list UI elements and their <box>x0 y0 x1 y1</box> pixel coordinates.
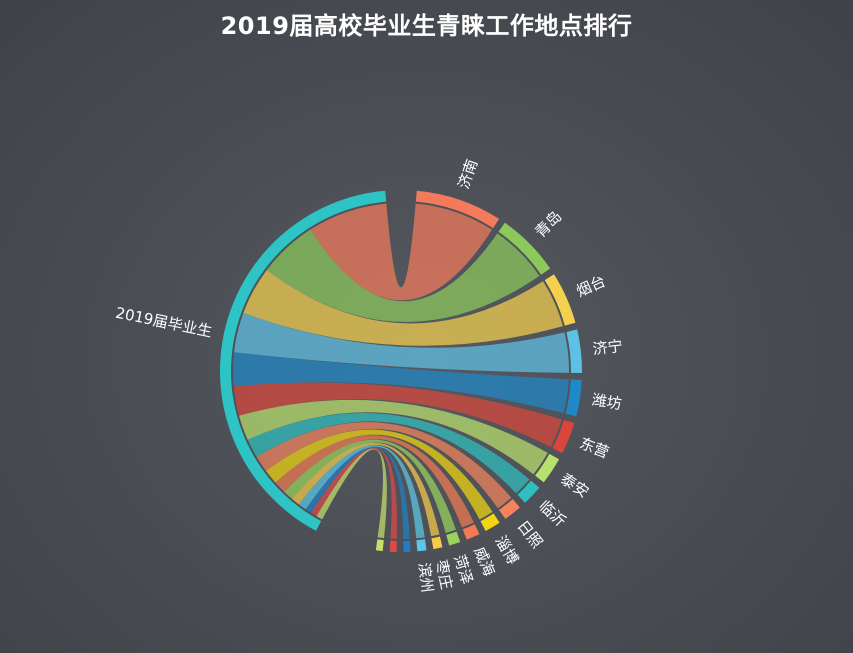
arc-target-4 <box>565 379 582 417</box>
ribbon-12 <box>292 442 440 537</box>
ribbon-3 <box>234 312 569 373</box>
ribbon-0 <box>310 203 493 301</box>
arc-target-11 <box>446 531 461 546</box>
label-target-4: 潍坊 <box>591 391 623 413</box>
chart-title: 2019届高校毕业生青睐工作地点排行 <box>220 12 633 40</box>
arc-target-0 <box>415 190 500 229</box>
label-target-6: 泰安 <box>557 470 592 502</box>
ribbon-9 <box>266 429 493 520</box>
ribbon-16 <box>316 448 387 539</box>
arc-target-10 <box>462 524 480 540</box>
arc-target-2 <box>544 274 576 326</box>
label-target-12: 枣庄 <box>432 558 456 591</box>
arc-target-5 <box>552 419 575 454</box>
label-source: 2019届毕业生 <box>114 304 214 341</box>
ribbon-layer <box>232 203 569 539</box>
arc-target-6 <box>535 453 560 483</box>
label-target-1: 青岛 <box>531 207 565 241</box>
ribbon-1 <box>266 229 540 322</box>
ribbon-5 <box>233 382 562 448</box>
arc-target-7 <box>517 480 540 503</box>
arc-target-3 <box>566 329 583 373</box>
arc-target-13 <box>416 539 427 552</box>
ribbon-11 <box>284 439 456 533</box>
ribbon-8 <box>256 422 512 509</box>
arc-target-1 <box>498 222 551 275</box>
label-target-5: 东营 <box>577 434 612 462</box>
label-target-9: 淄博 <box>491 533 522 568</box>
arc-layer <box>220 190 583 552</box>
label-target-8: 日照 <box>513 517 546 552</box>
ribbon-2 <box>243 269 563 346</box>
label-target-3: 济宁 <box>592 337 624 358</box>
label-target-2: 烟台 <box>574 272 609 301</box>
label-target-13: 滨州 <box>415 562 436 594</box>
arc-target-15 <box>389 540 397 552</box>
arc-target-16 <box>375 539 384 552</box>
arc-target-9 <box>480 513 500 531</box>
ribbon-15 <box>311 447 398 539</box>
ribbon-10 <box>275 435 474 528</box>
label-target-0: 济南 <box>455 157 482 191</box>
arc-target-14 <box>403 540 411 552</box>
ribbon-4 <box>232 352 569 414</box>
arc-target-12 <box>431 536 443 550</box>
arc-target-8 <box>499 499 520 519</box>
ribbon-7 <box>247 413 530 494</box>
ribbon-6 <box>239 399 548 475</box>
label-target-7: 临沂 <box>535 497 569 531</box>
